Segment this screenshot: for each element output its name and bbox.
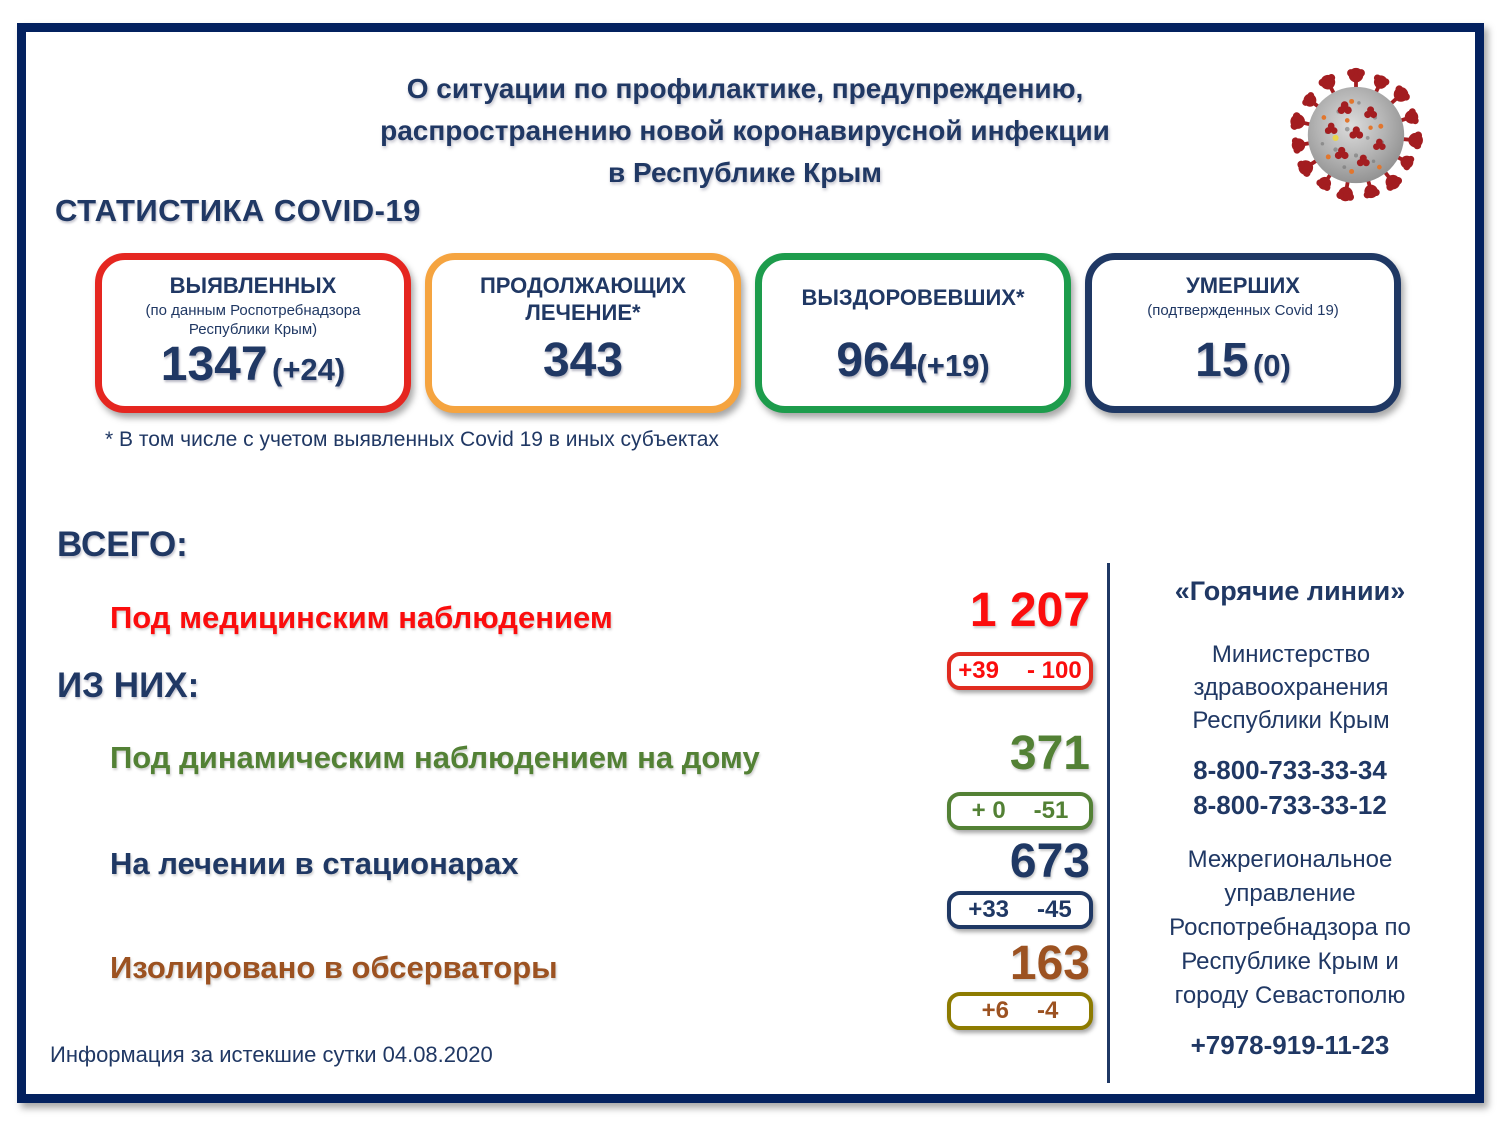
- row-home-observation-label: Под динамическим наблюдением на дому: [110, 740, 760, 775]
- page-title-line1: О ситуации по профилактике, предупрежден…: [406, 73, 1084, 104]
- page-title-line3: в Республике Крым: [607, 157, 882, 188]
- card-detected: ВЫЯВЛЕННЫХ (по данным Роспотребнадзора Р…: [95, 253, 411, 413]
- footer-date-info: Информация за истекшие сутки 04.08.2020: [50, 1042, 493, 1067]
- stats-heading: СТАТИСТИКА COVID-19: [55, 193, 421, 228]
- row-home-observation-delta-plus: + 0: [971, 797, 1006, 824]
- of-them-heading: ИЗ НИХ:: [57, 666, 200, 705]
- card-deceased-delta: (0): [1252, 348, 1291, 383]
- slide-border-frame: [17, 23, 1484, 1103]
- card-deceased-value-row: 15 (0): [1195, 335, 1291, 398]
- row-medical-observation-delta-minus: - 100: [1027, 657, 1082, 684]
- card-recovered-head: ВЫЗДОРОВЕВШИХ*: [801, 272, 1024, 311]
- row-observatory-label: Изолировано в обсерваторы: [110, 950, 558, 985]
- ministry-phones: 8-800-733-33-34 8-800-733-33-12: [1125, 753, 1455, 823]
- hotlines-heading: «Горячие линии»: [1174, 576, 1406, 606]
- card-deceased: УМЕРШИХ (подтвержденных Covid 19) 15 (0): [1085, 253, 1401, 413]
- ministry-phone-2: 8-800-733-33-12: [1193, 790, 1387, 820]
- footnote: * В том числе с учетом выявленных Covid …: [105, 428, 719, 451]
- card-in-treatment-value-row: 343: [543, 335, 623, 398]
- card-deceased-label: УМЕРШИХ: [1186, 273, 1300, 298]
- row-hospital-delta-box: +33 -45: [947, 891, 1093, 929]
- card-in-treatment-value: 343: [542, 334, 624, 387]
- card-recovered: ВЫЗДОРОВЕВШИХ* 964(+19): [755, 253, 1071, 413]
- card-in-treatment-head: ПРОДОЛЖАЮЩИХ ЛЕЧЕНИЕ*: [468, 272, 698, 326]
- coronavirus-icon: [1283, 60, 1429, 215]
- vertical-divider: [1107, 563, 1110, 1083]
- ministry-name: Министерство здравоохранения Республики …: [1192, 641, 1390, 734]
- row-home-observation-value: 371: [1009, 727, 1090, 780]
- card-deceased-sublabel: (подтвержденных Covid 19): [1147, 302, 1339, 319]
- card-detected-label: ВЫЯВЛЕННЫХ: [169, 273, 337, 298]
- card-deceased-head: УМЕРШИХ (подтвержденных Covid 19): [1147, 272, 1339, 320]
- card-detected-delta: (+24): [272, 352, 346, 387]
- card-detected-head: ВЫЯВЛЕННЫХ (по данным Роспотребнадзора Р…: [123, 272, 383, 339]
- card-recovered-delta: (+19): [916, 348, 990, 383]
- rospotrebnadzor-name: Межрегиональное управление Роспотребнадз…: [1169, 846, 1411, 1009]
- row-observatory-delta-minus: -4: [1037, 997, 1059, 1024]
- card-recovered-value-row: 964(+19): [836, 335, 989, 398]
- card-recovered-label: ВЫЗДОРОВЕВШИХ*: [801, 285, 1025, 310]
- row-observatory-value: 163: [1009, 937, 1090, 990]
- card-detected-value: 1347: [160, 338, 268, 391]
- row-hospital-delta-plus: +33: [968, 896, 1010, 923]
- rospotrebnadzor-phone: +7978-919-11-23: [1190, 1030, 1390, 1060]
- row-hospital-label: На лечении в стационарах: [110, 846, 519, 881]
- row-observatory-delta-box: +6 -4: [947, 992, 1093, 1030]
- card-detected-sublabel: (по данным Роспотребнадзора Республики К…: [145, 302, 361, 338]
- row-medical-observation-delta-plus: +39: [958, 657, 999, 684]
- card-in-treatment: ПРОДОЛЖАЮЩИХ ЛЕЧЕНИЕ* 343: [425, 253, 741, 413]
- row-hospital-value: 673: [1009, 835, 1090, 888]
- row-medical-observation-delta-box: +39 - 100: [947, 652, 1093, 690]
- ministry-phone-1: 8-800-733-33-34: [1193, 755, 1387, 785]
- row-medical-observation-label: Под медицинским наблюдением: [110, 600, 613, 635]
- page-title-line2: распространению новой коронавирусной инф…: [380, 115, 1110, 146]
- row-home-observation-delta-box: + 0 -51: [947, 792, 1093, 830]
- card-in-treatment-label: ПРОДОЛЖАЮЩИХ ЛЕЧЕНИЕ*: [479, 273, 687, 325]
- row-hospital-delta-minus: -45: [1037, 896, 1072, 923]
- page-title: О ситуации по профилактике, предупрежден…: [350, 68, 1140, 194]
- row-observatory-delta-plus: +6: [981, 997, 1010, 1024]
- card-recovered-value: 964: [836, 334, 917, 387]
- card-deceased-value: 15: [1195, 334, 1249, 387]
- row-medical-observation-value: 1 207: [969, 584, 1090, 637]
- card-detected-value-row: 1347 (+24): [161, 339, 345, 402]
- row-home-observation-delta-minus: -51: [1033, 797, 1069, 824]
- total-heading: ВСЕГО:: [57, 525, 188, 564]
